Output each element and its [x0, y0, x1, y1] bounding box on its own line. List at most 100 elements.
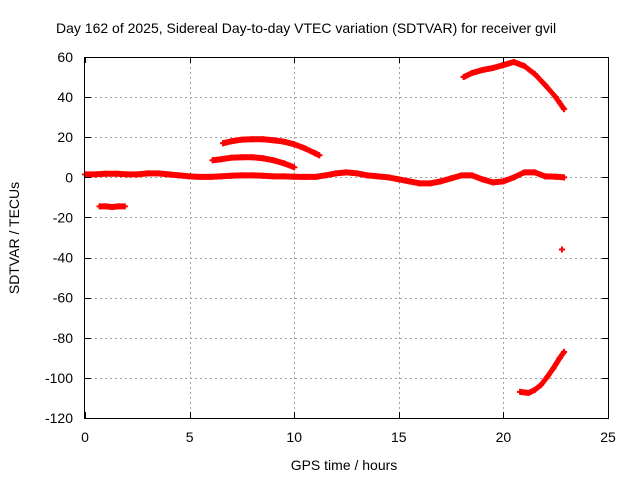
data-point: [538, 381, 545, 388]
data-point: [469, 172, 476, 179]
data-point: [556, 354, 563, 361]
data-point: [228, 172, 235, 179]
data-point: [510, 174, 517, 181]
data-point: [155, 170, 162, 177]
data-point: [249, 136, 256, 143]
data-point: [395, 176, 402, 183]
data-point: [500, 62, 507, 69]
data-point: [102, 203, 109, 210]
y-tick-label: -100: [45, 370, 73, 386]
grid: [85, 57, 608, 418]
data-point: [469, 70, 476, 77]
data-point: [552, 173, 559, 180]
data-point: [333, 170, 340, 177]
data-point: [270, 157, 277, 164]
data-point: [102, 170, 109, 177]
y-tick-label: -120: [45, 410, 73, 426]
data-point: [385, 174, 392, 181]
y-tick-label: -20: [53, 209, 73, 225]
y-tick-label: 40: [57, 89, 73, 105]
series-main-near-zero: [82, 169, 568, 187]
series-arc-top-right: [460, 59, 568, 113]
data-point: [186, 173, 193, 180]
data-point: [291, 141, 298, 148]
data-point: [316, 152, 323, 159]
data-point: [123, 171, 130, 178]
data-point: [134, 171, 141, 178]
x-tick-label: 0: [81, 429, 89, 445]
data-point: [544, 373, 551, 380]
data-point: [270, 173, 277, 180]
data-point: [521, 63, 528, 70]
data-point: [489, 65, 496, 72]
data-point: [531, 71, 538, 78]
data-point: [176, 172, 183, 179]
data-point: [217, 173, 224, 180]
data-point: [406, 178, 413, 185]
data-point: [458, 172, 465, 179]
data-point: [249, 172, 256, 179]
data-point: [238, 136, 245, 143]
plot-frame: [84, 57, 609, 419]
data-point: [510, 59, 517, 66]
data-point: [238, 172, 245, 179]
data-point: [561, 106, 568, 113]
data-point: [531, 386, 538, 393]
y-tick-label: 60: [57, 49, 73, 65]
data-point: [259, 155, 266, 162]
data-point: [479, 67, 486, 74]
data-point: [197, 173, 204, 180]
data-point: [312, 150, 319, 157]
data-point: [238, 154, 245, 161]
data-point: [353, 170, 360, 177]
data-point: [249, 154, 256, 161]
data-point: [259, 172, 266, 179]
data-point: [301, 145, 308, 152]
data-point: [500, 178, 507, 185]
data-point: [460, 74, 467, 81]
x-axis-label: GPS time / hours: [291, 457, 398, 473]
data-point: [96, 203, 103, 210]
data-point: [552, 94, 559, 101]
data-point: [479, 176, 486, 183]
x-tick-label: 20: [496, 429, 512, 445]
data-point: [561, 174, 568, 181]
data-point: [416, 180, 423, 187]
data-point: [280, 138, 287, 145]
data-point: [542, 173, 549, 180]
y-tick-label: 0: [65, 169, 73, 185]
data-points: [82, 59, 568, 396]
x-tick-label: 5: [186, 429, 194, 445]
data-point: [115, 203, 122, 210]
y-tick-label: -40: [53, 250, 73, 266]
data-point: [209, 157, 216, 164]
data-point: [448, 175, 455, 182]
data-point: [437, 178, 444, 185]
data-point: [521, 169, 528, 176]
data-point: [92, 171, 99, 178]
y-tick-label: 20: [57, 129, 73, 145]
x-tick-label: 15: [391, 429, 407, 445]
data-point: [301, 173, 308, 180]
data-point: [144, 170, 151, 177]
y-tick-label: -60: [53, 290, 73, 306]
data-point: [270, 137, 277, 144]
data-point: [165, 171, 172, 178]
data-point: [374, 173, 381, 180]
data-point: [525, 389, 532, 396]
axis-ticks: 0 5 10 15 20 25 -120 -100 -80 -60 -40 -20 0 20 40 60: [45, 49, 616, 445]
data-point: [550, 364, 557, 371]
data-point: [207, 173, 214, 180]
chart-title: Day 162 of 2025, Sidereal Day-to-day VTE…: [56, 20, 556, 36]
data-point: [291, 173, 298, 180]
data-point: [517, 388, 524, 395]
data-point: [427, 180, 434, 187]
data-point: [291, 164, 298, 171]
data-point: [343, 169, 350, 176]
data-point: [312, 173, 319, 180]
data-point: [217, 156, 224, 163]
data-point: [322, 172, 329, 179]
data-point: [364, 172, 371, 179]
data-point: [228, 154, 235, 161]
